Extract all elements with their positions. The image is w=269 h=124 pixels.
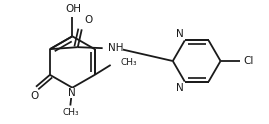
Text: NH: NH xyxy=(108,43,123,53)
Text: N: N xyxy=(176,30,184,39)
Text: N: N xyxy=(68,88,76,98)
Text: CH₃: CH₃ xyxy=(62,108,79,117)
Text: N: N xyxy=(176,83,184,93)
Text: OH: OH xyxy=(65,4,81,14)
Text: Cl: Cl xyxy=(243,56,254,66)
Text: CH₃: CH₃ xyxy=(121,59,137,67)
Text: O: O xyxy=(85,15,93,25)
Text: O: O xyxy=(30,91,38,101)
